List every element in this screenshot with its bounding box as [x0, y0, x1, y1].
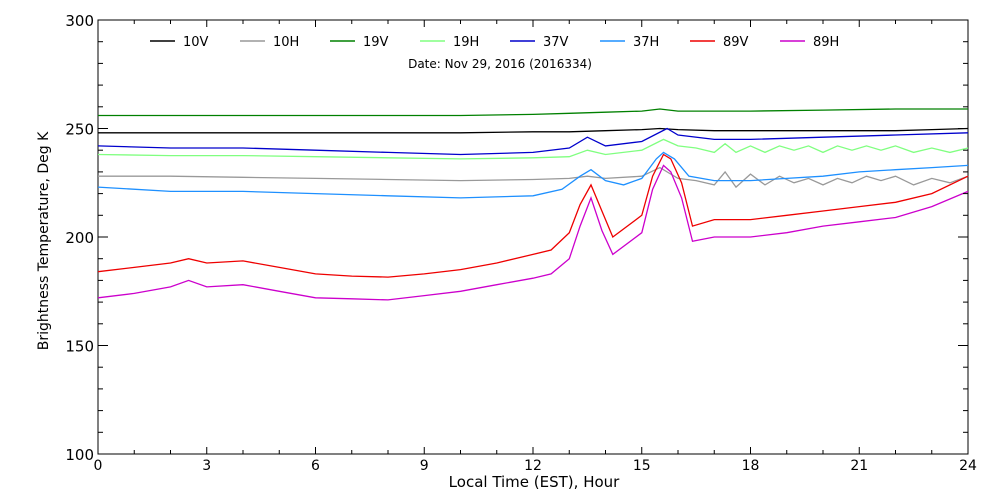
- legend: 10V 10H 19V 19H 37V 37H 89V 89H: [150, 35, 839, 50]
- series-line-37v: [97, 127, 969, 156]
- legend-label-89v: 89V: [723, 35, 749, 50]
- series-line-19v: [98, 108, 968, 117]
- legend-label-89h: 89H: [813, 35, 839, 50]
- y-tick-label: 250: [65, 121, 94, 139]
- series-line-10h: [98, 166, 969, 189]
- chart-title: Date: Nov 29, 2016 (2016334): [408, 57, 592, 71]
- plot-frame: [97, 19, 969, 455]
- y-tick-label: 300: [65, 12, 94, 30]
- x-tick-label: 21: [850, 458, 868, 474]
- series-line-19h: [97, 138, 969, 160]
- y-tick-label: 200: [65, 229, 94, 247]
- x-tick-label: 18: [742, 458, 760, 474]
- x-axis-label: Local Time (EST), Hour: [449, 473, 620, 491]
- x-tick-label: 24: [959, 458, 977, 474]
- y-axis-label: Brightness Temperature, Deg K: [36, 131, 52, 350]
- x-tick-label: 9: [420, 458, 429, 474]
- x-tick-label: 6: [311, 458, 320, 474]
- legend-label-19h: 19H: [453, 35, 479, 50]
- y-tick-label: 150: [65, 338, 94, 356]
- series-line-89h: [97, 164, 969, 301]
- series-line-10v: [98, 127, 969, 134]
- x-tick-label: 15: [633, 458, 651, 474]
- x-tick-label: 0: [94, 458, 103, 474]
- legend-label-37h: 37H: [633, 35, 659, 50]
- series-line-37h: [97, 151, 969, 199]
- legend-label-37v: 37V: [543, 35, 569, 50]
- legend-label-19v: 19V: [363, 35, 389, 50]
- x-tick-label: 3: [202, 458, 211, 474]
- tick-layer: 0 3 6 9 12 15 18 21 24 100 150 200 250 300: [65, 12, 977, 474]
- x-tick-label: 12: [524, 458, 542, 474]
- legend-label-10v: 10V: [183, 35, 209, 50]
- y-tick-label: 100: [65, 446, 94, 464]
- series-line-89v: [97, 153, 969, 278]
- series-layer: [97, 108, 969, 301]
- legend-label-10h: 10H: [273, 35, 299, 50]
